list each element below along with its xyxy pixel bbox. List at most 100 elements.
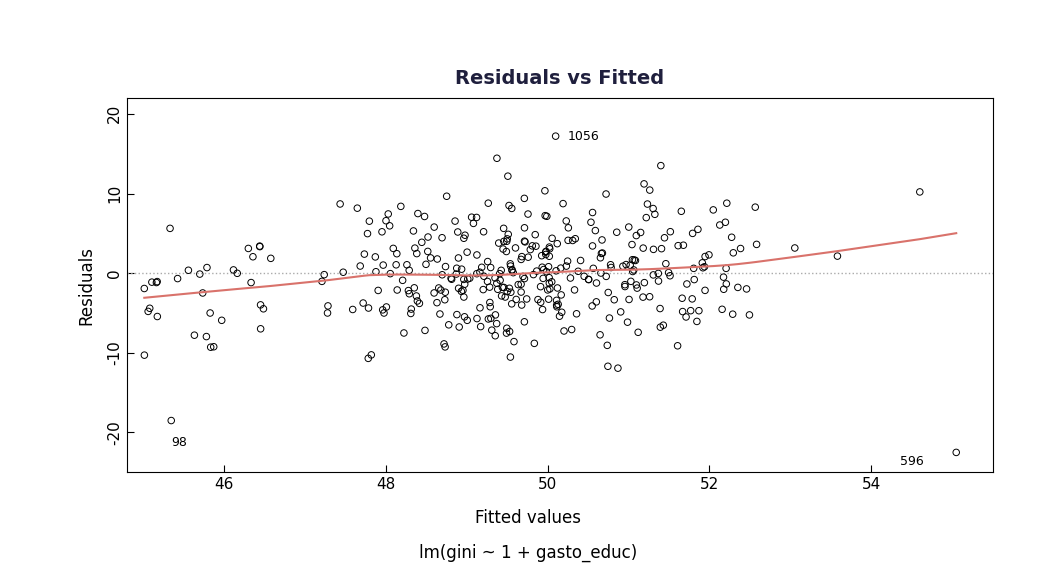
Point xyxy=(633,228,649,237)
Point xyxy=(252,300,269,309)
Point xyxy=(136,284,153,293)
Point xyxy=(479,314,496,324)
Point xyxy=(499,172,516,181)
Point xyxy=(584,208,601,217)
Point xyxy=(662,227,679,236)
Point xyxy=(539,211,555,221)
Point xyxy=(370,286,386,295)
Point xyxy=(473,263,490,272)
Point xyxy=(593,248,610,257)
Point xyxy=(535,265,552,274)
Point xyxy=(697,252,714,261)
Point xyxy=(685,275,702,284)
Point xyxy=(624,255,641,264)
Point xyxy=(641,292,658,301)
Point xyxy=(194,289,211,298)
Point xyxy=(488,279,505,288)
Point xyxy=(682,306,699,315)
Point xyxy=(504,299,521,308)
Point xyxy=(251,241,268,251)
Point xyxy=(675,241,692,250)
Point xyxy=(549,239,566,248)
Point xyxy=(588,297,605,306)
Point xyxy=(335,268,352,277)
Point xyxy=(513,301,530,310)
Point xyxy=(542,244,559,253)
Point xyxy=(504,266,521,275)
Point xyxy=(475,227,492,236)
Point xyxy=(316,270,333,279)
Point xyxy=(352,262,369,271)
Point xyxy=(505,268,522,277)
Point xyxy=(229,268,246,278)
Point xyxy=(548,266,565,275)
Point xyxy=(518,294,535,304)
Point xyxy=(314,276,331,286)
Point xyxy=(426,289,442,298)
Point xyxy=(646,210,663,219)
Point xyxy=(617,280,634,289)
Point xyxy=(398,260,415,270)
Point xyxy=(645,245,662,254)
Point xyxy=(593,236,610,245)
Point xyxy=(738,285,755,294)
Point xyxy=(437,262,454,271)
Point xyxy=(548,295,565,305)
Point xyxy=(548,302,565,312)
Point xyxy=(245,252,262,262)
Point xyxy=(360,354,377,363)
Point xyxy=(655,321,672,330)
Point xyxy=(628,281,645,290)
Point xyxy=(438,192,455,201)
Point xyxy=(472,303,489,312)
Point xyxy=(493,266,510,275)
Point xyxy=(516,223,533,232)
Point xyxy=(948,448,965,457)
Text: 98: 98 xyxy=(171,437,187,449)
Point xyxy=(618,260,635,269)
Point xyxy=(528,267,545,276)
Point xyxy=(498,287,515,296)
Point xyxy=(437,342,454,351)
Point xyxy=(527,230,544,239)
Point xyxy=(512,287,529,297)
Point xyxy=(704,205,721,214)
Point xyxy=(468,269,485,278)
Point xyxy=(592,253,609,263)
Point xyxy=(635,293,652,302)
Point xyxy=(522,245,539,254)
Point xyxy=(678,312,695,321)
Point xyxy=(508,295,525,304)
Point xyxy=(525,270,542,279)
Point xyxy=(406,283,422,293)
Point xyxy=(510,280,527,289)
Point xyxy=(911,187,928,196)
Point xyxy=(136,351,153,360)
Point xyxy=(584,301,601,310)
Point xyxy=(741,310,758,320)
Point xyxy=(442,274,459,283)
Point xyxy=(715,285,732,294)
Point xyxy=(624,267,641,276)
Point xyxy=(592,268,609,278)
Point xyxy=(628,283,645,293)
Point xyxy=(482,302,498,312)
Point xyxy=(384,244,401,253)
Point xyxy=(375,260,392,270)
Point xyxy=(202,308,219,317)
Point xyxy=(540,262,557,271)
Point xyxy=(495,283,512,292)
Point xyxy=(636,278,653,287)
Point xyxy=(503,287,520,297)
Point xyxy=(591,330,608,339)
Point xyxy=(555,327,572,336)
Point xyxy=(674,307,691,316)
Text: 596: 596 xyxy=(900,455,923,468)
Point xyxy=(458,248,475,257)
Point xyxy=(419,247,436,256)
Point xyxy=(598,272,615,281)
Point xyxy=(588,278,605,287)
Point xyxy=(488,319,505,328)
Y-axis label: Residuals: Residuals xyxy=(78,245,96,325)
Point xyxy=(700,250,717,259)
